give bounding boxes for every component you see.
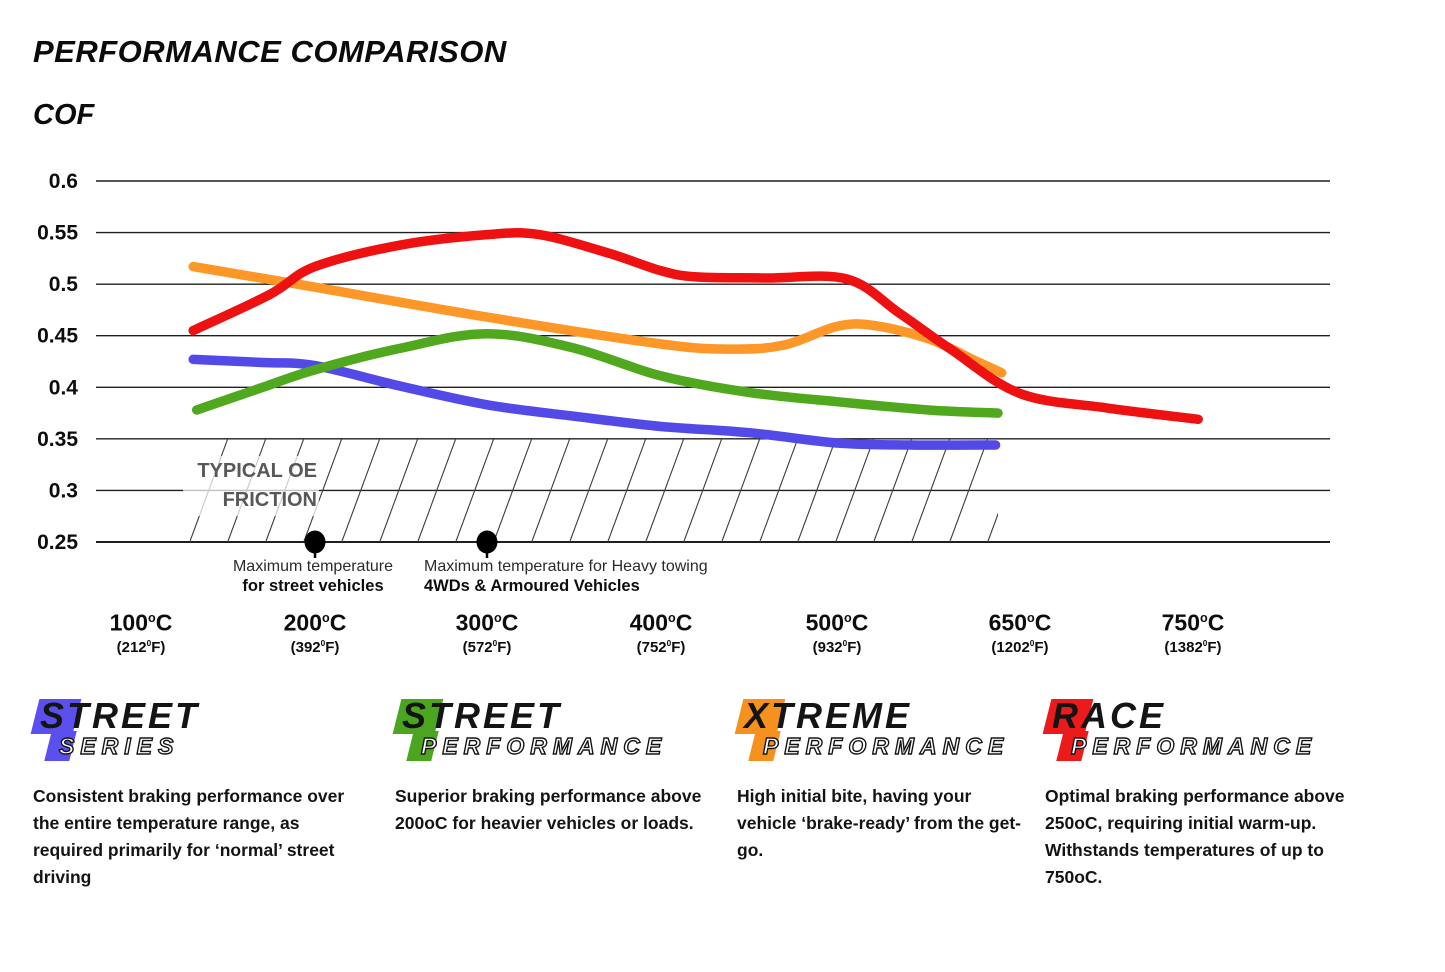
page-title: PERFORMANCE COMPARISON bbox=[33, 34, 507, 69]
logo-word1: STREET bbox=[402, 695, 563, 736]
hatch-line bbox=[835, 438, 875, 543]
logo-word1: STREET bbox=[40, 695, 201, 736]
series-street-series bbox=[188, 354, 1001, 450]
logo-word2: PERFORMANCE bbox=[420, 732, 668, 759]
performance-chart: 0.6 0.55 0.5 0.45 0.4 0.35 0.3 0.25 bbox=[37, 170, 1330, 558]
hatch-line bbox=[531, 438, 571, 543]
legend-description: High initial bite, having your vehicle ‘… bbox=[737, 786, 1021, 860]
legend-street-series: STREET SERIES Consistent braking perform… bbox=[30, 695, 368, 891]
y-tick-label: 0.35 bbox=[37, 428, 78, 451]
hatch-line bbox=[417, 438, 457, 543]
hatch-line bbox=[303, 438, 343, 543]
y-tick-label: 0.45 bbox=[37, 325, 78, 348]
logo-word2: PERFORMANCE bbox=[1070, 732, 1318, 759]
x-tick-label: 500oC (9320F) bbox=[805, 609, 869, 656]
race-performance-logo: RACE PERFORMANCE bbox=[1042, 695, 1375, 770]
x-tick-label: 750oC (13820F) bbox=[1161, 609, 1225, 656]
x-tick-label: 400oC (7520F) bbox=[629, 609, 693, 656]
hatch-line bbox=[569, 438, 609, 543]
marker-dot bbox=[304, 530, 326, 554]
y-axis-title: COF bbox=[33, 99, 95, 131]
y-tick-label: 0.6 bbox=[49, 170, 78, 193]
hatch-line bbox=[455, 438, 495, 543]
xtreme-performance-logo: XTREME PERFORMANCE bbox=[734, 695, 1022, 770]
legend-description: Superior braking performance above 200oC… bbox=[395, 786, 702, 833]
hatch-line bbox=[607, 438, 647, 543]
hatch-line bbox=[379, 438, 419, 543]
gridlines: 0.6 0.55 0.5 0.45 0.4 0.35 0.3 0.25 bbox=[37, 170, 1330, 554]
hatch-line bbox=[797, 438, 837, 543]
x-tick-label: 200oC (3920F) bbox=[283, 609, 347, 656]
y-tick-label: 0.5 bbox=[49, 273, 79, 296]
x-tick-label: 300oC (5720F) bbox=[455, 609, 519, 656]
hatch-line bbox=[873, 438, 913, 543]
street-series-logo: STREET SERIES bbox=[30, 695, 368, 770]
y-tick-label: 0.25 bbox=[37, 531, 78, 554]
logo-word2: SERIES bbox=[58, 732, 180, 759]
hatch-line bbox=[341, 438, 381, 543]
legend-description: Consistent braking performance over the … bbox=[33, 786, 345, 887]
series-race-performance bbox=[188, 228, 1203, 425]
logo-word1: XTREME bbox=[744, 695, 913, 736]
marker-annotation: Maximum temperature for street vehicles bbox=[232, 558, 394, 595]
legend-description: Optimal braking performance above 250oC,… bbox=[1045, 786, 1345, 887]
hatch-line bbox=[949, 438, 989, 543]
logo-word1: RACE bbox=[1052, 695, 1167, 736]
hatch-line bbox=[987, 512, 999, 543]
logo-word2: PERFORMANCE bbox=[762, 732, 1010, 759]
marker-annotation: Maximum temperature for Heavy towing 4WDs… bbox=[424, 558, 708, 595]
hatch-line bbox=[645, 438, 685, 543]
y-tick-label: 0.3 bbox=[49, 479, 78, 502]
typical-oe-friction-label: TYPICAL OE FRICTION bbox=[183, 456, 319, 516]
x-tick-label: 650oC (12020F) bbox=[988, 609, 1052, 656]
y-tick-label: 0.55 bbox=[37, 222, 78, 245]
marker-dot bbox=[476, 530, 498, 554]
hatch-line bbox=[721, 438, 761, 543]
series-street-performance bbox=[191, 328, 1003, 418]
hatch-line bbox=[683, 438, 723, 543]
legend-race-performance: RACE PERFORMANCE Optimal braking perform… bbox=[1042, 695, 1375, 891]
hatch-line bbox=[493, 438, 533, 543]
x-tick-label: 100oC (2120F) bbox=[109, 609, 173, 656]
legend-street-performance: STREET PERFORMANCE Superior braking perf… bbox=[392, 695, 725, 837]
hatch-line bbox=[759, 438, 799, 543]
legend-xtreme-performance: XTREME PERFORMANCE High initial bite, ha… bbox=[734, 695, 1022, 864]
hatch-line bbox=[911, 438, 951, 543]
street-performance-logo: STREET PERFORMANCE bbox=[392, 695, 725, 770]
y-tick-label: 0.4 bbox=[49, 376, 79, 399]
